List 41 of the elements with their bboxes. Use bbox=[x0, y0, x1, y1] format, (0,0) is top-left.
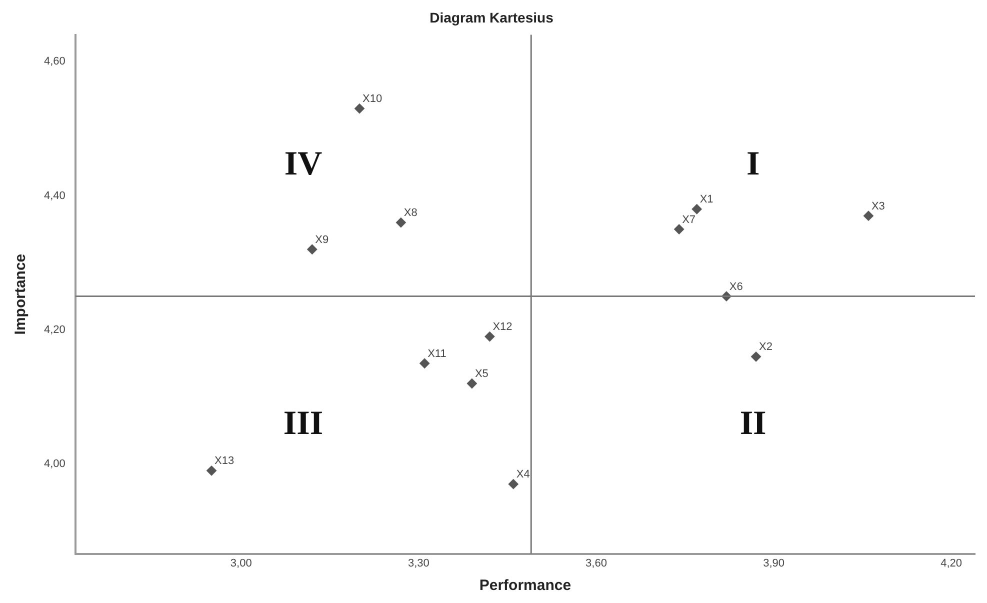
point bbox=[206, 466, 217, 476]
point bbox=[484, 332, 495, 342]
y-tick-label: 4,00 bbox=[44, 458, 66, 470]
x-tick-label: 3,30 bbox=[408, 557, 430, 570]
series-label: X6 bbox=[729, 280, 743, 293]
point bbox=[396, 218, 406, 228]
series-label: X5 bbox=[474, 368, 488, 380]
x-tick-label: 3,90 bbox=[763, 557, 784, 570]
series-label: X3 bbox=[871, 200, 885, 212]
chart-title: Diagram Kartesius bbox=[430, 9, 554, 26]
series-label: X9 bbox=[315, 234, 329, 246]
series-label: X13 bbox=[214, 455, 234, 468]
point bbox=[420, 358, 430, 368]
point bbox=[751, 352, 762, 362]
annotation: III bbox=[283, 404, 324, 442]
point bbox=[466, 378, 477, 388]
point bbox=[692, 204, 702, 214]
series-label: X10 bbox=[362, 93, 382, 106]
x-tick-label: 3,00 bbox=[230, 557, 252, 570]
point bbox=[674, 224, 684, 234]
point bbox=[508, 479, 518, 490]
series-label: X2 bbox=[759, 341, 772, 354]
y-axis-title: Importance bbox=[12, 254, 30, 335]
y-tick-label: 4,60 bbox=[44, 56, 66, 68]
annotation: II bbox=[740, 404, 766, 442]
series-label: X7 bbox=[682, 214, 696, 226]
y-tick-label: 4,40 bbox=[44, 190, 66, 202]
annotation: IV bbox=[284, 145, 323, 182]
x-tick-label: 4,20 bbox=[940, 557, 962, 570]
series-label: X12 bbox=[492, 321, 512, 334]
annotation: I bbox=[746, 145, 760, 182]
x-axis-title: Performance bbox=[479, 577, 572, 594]
point bbox=[863, 210, 874, 221]
point bbox=[307, 244, 318, 254]
series-label: X1 bbox=[700, 194, 714, 206]
x-tick-label: 3,60 bbox=[586, 557, 607, 570]
series-label: X11 bbox=[428, 348, 446, 360]
series-label: X8 bbox=[404, 207, 418, 220]
point bbox=[354, 104, 364, 114]
y-tick-label: 4,20 bbox=[44, 324, 66, 336]
series-label: X4 bbox=[516, 468, 530, 481]
